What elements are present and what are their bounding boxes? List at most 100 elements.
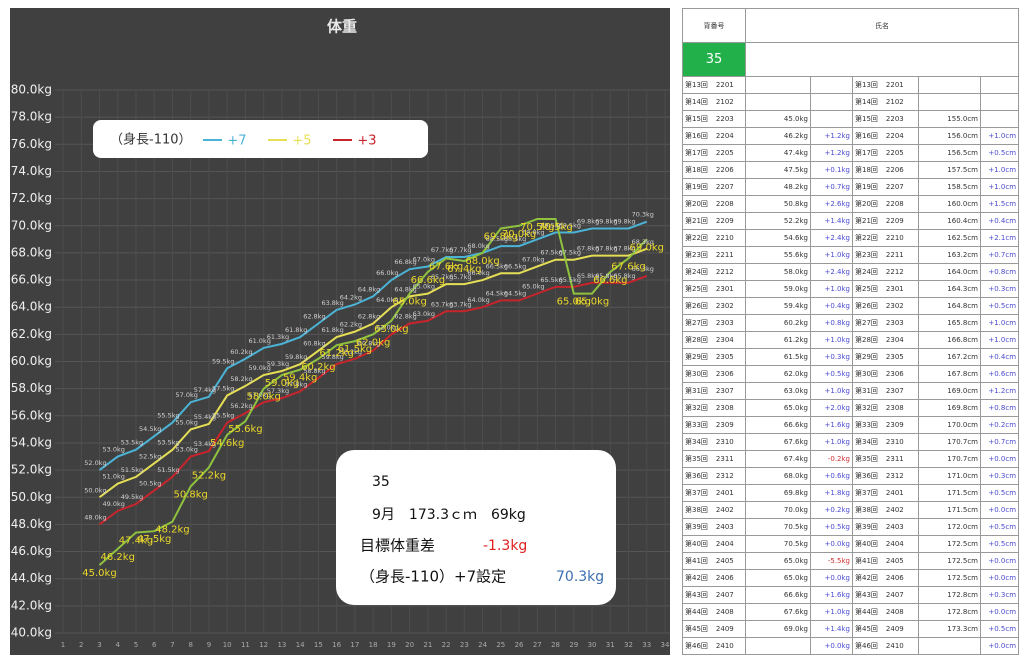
info-measure: 9月 173.3ｃｍ 69kg <box>372 507 526 523</box>
table-row: 第33回 2309 66.6kg +1.6kg 第33回 2309 170.0cm +0.2c… <box>682 416 1020 434</box>
data-label: 59.0kg <box>248 364 270 372</box>
y-tick-label: 54.0kg <box>11 435 52 449</box>
round: 第18回 <box>855 166 878 174</box>
x-tick-label: 27 <box>533 641 542 649</box>
round-cell: 第25回 2301 <box>682 280 746 298</box>
diff-cell <box>979 110 1020 128</box>
round: 第37回 <box>685 489 708 497</box>
height-cell: 172.5cm <box>918 552 981 570</box>
data-label: 67.0kg <box>522 255 544 263</box>
table-row: 第30回 2306 62.0kg +0.5kg 第30回 2306 167.8cm +0.6c… <box>682 365 1020 383</box>
code: 2304 <box>885 336 904 344</box>
y-tick-label: 58.0kg <box>11 381 52 395</box>
code: 2406 <box>715 574 734 582</box>
round: 第25回 <box>685 285 708 293</box>
x-tick-label: 12 <box>259 641 268 649</box>
data-label: 64.5kg <box>504 289 526 297</box>
data-label: 47.5kg <box>137 534 171 545</box>
data-label: 60.8kg <box>358 340 380 348</box>
round: 第20回 <box>685 200 708 208</box>
code: 2303 <box>885 319 904 327</box>
name-label: 氏名 <box>744 8 1020 43</box>
table-row: 第26回 2302 59.4kg +0.4kg 第26回 2302 164.8cm +0.5c… <box>682 297 1020 315</box>
diff-cell: +2.4kg <box>810 229 853 247</box>
diff-cell <box>810 76 853 94</box>
diff-cell: +1.0kg <box>810 603 853 621</box>
diff-cell: +1.4kg <box>810 212 853 230</box>
code: 2302 <box>715 302 734 310</box>
data-label: 55.4kg <box>194 413 216 421</box>
data-label: 50.5kg <box>139 479 161 487</box>
round-cell: 第15回 2203 <box>852 110 919 128</box>
data-label: 58.0kg <box>246 392 280 403</box>
diff-cell: +0.0cm <box>979 501 1020 519</box>
diff-cell: +0.5cm <box>979 535 1020 553</box>
data-label: 55.5kg <box>212 412 234 420</box>
table-row: 第16回 2204 46.2kg +1.2kg 第16回 2204 156.0cm +1.0c… <box>682 127 1020 145</box>
round-cell: 第32回 2308 <box>852 399 919 417</box>
data-label: 70.3kg <box>632 211 654 219</box>
code: 2312 <box>715 472 734 480</box>
data-label: 67.8kg <box>577 245 599 253</box>
round: 第28回 <box>855 336 878 344</box>
data-label: 66.0kg <box>467 269 489 277</box>
data-label: 60.8kg <box>303 340 325 348</box>
code: 2301 <box>715 285 734 293</box>
round: 第31回 <box>685 387 708 395</box>
x-tick-label: 25 <box>496 641 505 649</box>
code: 2210 <box>885 234 904 242</box>
round-cell: 第37回 2401 <box>682 484 746 502</box>
round: 第42回 <box>685 574 708 582</box>
table-row: 第35回 2311 67.4kg -0.2kg 第35回 2311 170.7cm +0.0c… <box>682 450 1020 468</box>
round-cell: 第21回 2209 <box>852 212 919 230</box>
code: 2409 <box>885 625 904 633</box>
y-tick-label: 76.0kg <box>11 137 52 151</box>
weight-cell <box>745 637 811 655</box>
code: 2402 <box>715 506 734 514</box>
data-label: 60.2kg <box>340 348 362 356</box>
data-label: 69.5kg <box>540 222 562 230</box>
table-row: 第41回 2405 65.0kg -5.5kg 第41回 2405 172.5cm +0.0c… <box>682 552 1020 570</box>
data-label: 70.5kg <box>520 222 554 233</box>
table-row: 第13回 2201 第13回 2201 <box>682 76 1020 94</box>
round-cell: 第18回 2206 <box>682 161 746 179</box>
x-tick-label: 6 <box>152 641 157 649</box>
code: 2204 <box>885 132 904 140</box>
data-label: 69.8kg <box>613 217 635 225</box>
code: 2404 <box>715 540 734 548</box>
height-cell: 165.8cm <box>918 314 981 332</box>
round: 第36回 <box>855 472 878 480</box>
data-label: 62.8kg <box>303 312 325 320</box>
data-label: 59.5kg <box>212 357 234 365</box>
x-tick-label: 7 <box>170 641 174 649</box>
round-cell: 第23回 2211 <box>852 246 919 264</box>
code: 2212 <box>885 268 904 276</box>
x-tick-label: 20 <box>405 641 414 649</box>
round: 第46回 <box>855 642 878 650</box>
diff-cell: +1.8kg <box>810 484 853 502</box>
data-label: 67.8kg <box>613 245 635 253</box>
diff-cell: +1.0cm <box>979 127 1020 145</box>
x-tick-label: 17 <box>350 641 359 649</box>
diff-cell: +1.0cm <box>979 331 1020 349</box>
round: 第40回 <box>855 540 878 548</box>
round-cell: 第17回 2205 <box>682 144 746 162</box>
lines <box>98 217 648 566</box>
height-cell: 162.5cm <box>918 229 981 247</box>
code: 2206 <box>885 166 904 174</box>
data-label: 52.2kg <box>192 470 226 481</box>
round-cell: 第20回 2208 <box>852 195 919 213</box>
round: 第29回 <box>685 353 708 361</box>
data-label: 47.4kg <box>119 536 153 547</box>
round-cell: 第46回 2410 <box>682 637 746 655</box>
code: 2207 <box>715 183 734 191</box>
round-cell: 第45回 2409 <box>852 620 919 638</box>
x-tick-label: 34 <box>661 641 670 649</box>
x-tick-label: 24 <box>478 641 487 649</box>
height-cell: 171.5cm <box>918 484 981 502</box>
code: 2204 <box>715 132 734 140</box>
round: 第20回 <box>855 200 878 208</box>
round-cell: 第19回 2207 <box>682 178 746 196</box>
data-label: 65.5kg <box>559 276 581 284</box>
code: 2305 <box>885 353 904 361</box>
